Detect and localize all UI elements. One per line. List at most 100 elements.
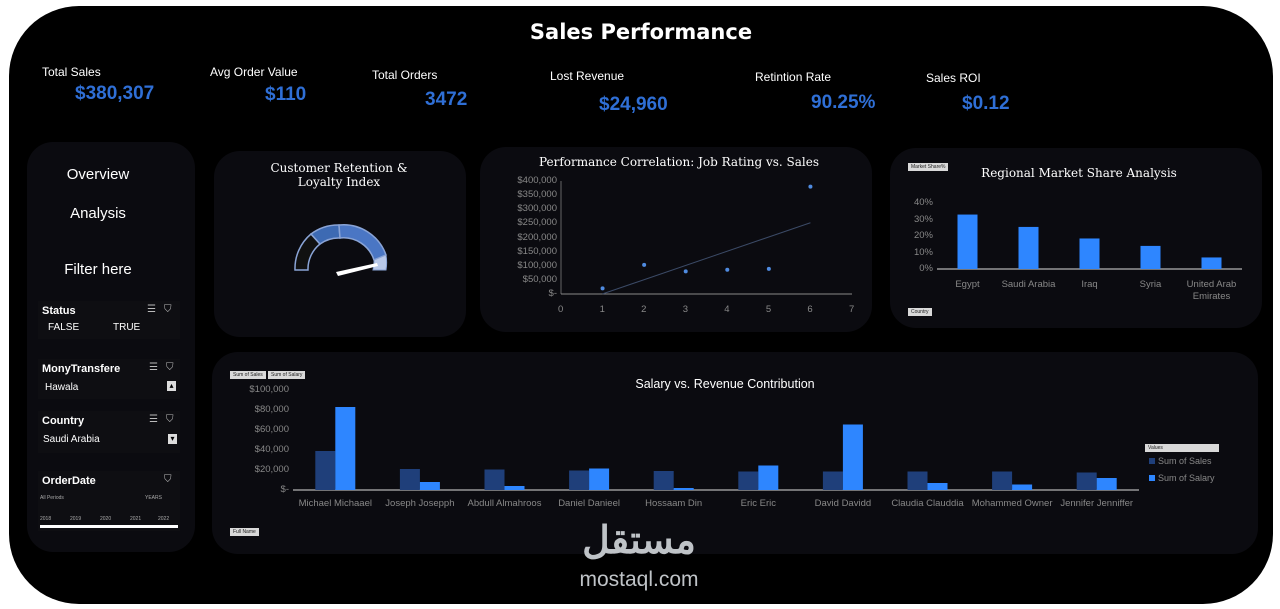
slicer-country: Country ☰ ⛉ Saudi Arabia ▾ — [38, 411, 180, 453]
clear-filter-icon[interactable]: ⛉ — [164, 474, 172, 485]
salary-bar-sales — [1076, 472, 1097, 490]
legend-values-tag[interactable]: Values — [1145, 444, 1219, 452]
watermark-arabic: مستقل — [582, 520, 696, 562]
timeline-bar[interactable] — [40, 525, 178, 528]
regional-y-tick: 30% — [913, 213, 933, 225]
regional-title: Regional Market Share Analysis — [981, 166, 1177, 180]
regional-y-tick: 20% — [913, 230, 933, 241]
timeline-unit-dropdown[interactable]: YEARS — [145, 495, 162, 501]
page-title: Sales Performance — [529, 20, 753, 44]
regional-bar — [1079, 238, 1100, 269]
slicer-country-title: Country — [42, 415, 85, 427]
legend-swatch-salary — [1149, 475, 1155, 481]
kpi-roi-label: Sales ROI — [926, 71, 981, 85]
field-tag-sum-salary[interactable]: Sum of Salary — [268, 371, 306, 379]
salary-bar-salary — [842, 424, 863, 490]
salary-x-tick: Abdull Almahroos — [467, 498, 542, 509]
slicer-money-transfer: MonyTransfere ☰ ⛉ Hawala ▴ — [38, 359, 180, 399]
regional-x-tick: Syria — [1139, 279, 1162, 290]
salary-bar-salary — [927, 483, 948, 490]
legend-salary-label: Sum of Salary — [1158, 473, 1215, 483]
salary-x-tick: Jennifer Jenniffer — [1060, 498, 1134, 509]
scatter-point — [766, 266, 771, 271]
scatter-y-tick: $100,000 — [517, 259, 557, 271]
clear-filter-icon[interactable]: ⛉ — [166, 362, 174, 373]
scatter-y-tick: $250,000 — [517, 217, 557, 229]
slicer-money-title: MonyTransfere — [42, 363, 121, 375]
gauge-panel — [214, 151, 466, 337]
scatter-x-tick: 4 — [724, 304, 730, 315]
salary-bar-sales — [399, 469, 420, 490]
gauge-title: Customer Retention & Loyalty Index — [270, 161, 408, 189]
timeline-year[interactable]: 2018 — [40, 516, 52, 522]
slicer-money-item[interactable]: Hawala — [45, 382, 79, 393]
field-tag-market-share[interactable]: Market Share% — [908, 163, 949, 171]
scatter-x-tick: 6 — [807, 304, 813, 315]
scatter-point — [642, 262, 647, 267]
slicer-status-false[interactable]: FALSE — [48, 322, 80, 333]
salary-bar-salary — [758, 465, 779, 490]
scatter-x-tick: 1 — [599, 304, 605, 315]
salary-y-tick: $80,000 — [254, 404, 289, 415]
scatter-y-tick: $- — [548, 288, 557, 299]
salary-y-tick: $60,000 — [254, 424, 289, 435]
scatter-y-tick: $400,000 — [517, 175, 557, 186]
regional-bar — [957, 214, 978, 269]
kpi-retention-value: 90.25% — [811, 92, 876, 113]
multi-select-icon[interactable]: ☰ — [149, 362, 158, 373]
timeline-period-label: All Periods — [40, 495, 64, 501]
salary-bar-chart — [293, 407, 1139, 491]
scatter-y-tick: $350,000 — [517, 189, 557, 201]
kpi-roi-value: $0.12 — [962, 93, 1010, 114]
scatter-point — [808, 184, 813, 189]
scroll-arrow-icon[interactable]: ▴ — [167, 381, 176, 391]
scroll-arrow-icon[interactable]: ▾ — [168, 434, 177, 444]
regional-x-tick: United Arab Emirates — [1186, 279, 1237, 302]
slicer-country-item[interactable]: Saudi Arabia — [43, 434, 100, 445]
multi-select-icon[interactable]: ☰ — [147, 304, 156, 315]
salary-x-tick: Eric Eric — [740, 498, 776, 509]
salary-y-tick: $20,000 — [254, 464, 289, 475]
slicer-status-true[interactable]: TRUE — [113, 322, 141, 333]
dashboard-frame: Sales Performance Total Sales $380,307 A… — [9, 6, 1273, 604]
scatter-y-tick: $50,000 — [522, 273, 557, 285]
timeline-year[interactable]: 2019 — [70, 516, 82, 522]
slicer-status-title: Status — [42, 305, 76, 317]
salary-x-tick: David Davidd — [814, 498, 872, 509]
regional-panel — [890, 148, 1262, 328]
multi-select-icon[interactable]: ☰ — [149, 414, 158, 425]
scatter-x-tick: 2 — [641, 304, 647, 315]
salary-y-tick: $100,000 — [249, 384, 289, 395]
salary-bar-sales — [738, 471, 759, 490]
timeline-year[interactable]: 2021 — [130, 516, 142, 522]
scatter-title: Performance Correlation: Job Rating vs. … — [538, 155, 820, 169]
salary-bar-salary — [673, 488, 694, 490]
field-tag-country[interactable]: Country — [908, 308, 932, 316]
scatter-point — [683, 269, 688, 274]
nav-overview-button[interactable]: Overview — [66, 166, 130, 183]
timeline-year[interactable]: 2022 — [158, 516, 170, 522]
field-tag-full-name[interactable]: Full Name — [230, 528, 259, 536]
scatter-y-tick: $150,000 — [517, 245, 557, 257]
kpi-lost-revenue-label: Lost Revenue — [550, 69, 625, 83]
salary-bar-sales — [992, 471, 1013, 490]
salary-x-tick: Joseph Josepph — [385, 498, 455, 509]
scatter-point — [725, 267, 730, 272]
clear-filter-icon[interactable]: ⛉ — [164, 304, 172, 315]
kpi-avg-order-value: $110 — [265, 84, 307, 105]
legend-sales-label: Sum of Sales — [1158, 456, 1212, 466]
salary-bar-sales — [822, 471, 843, 490]
salary-bar-sales — [569, 470, 590, 490]
salary-x-tick: Hossaam Din — [645, 498, 703, 509]
kpi-lost-revenue-value: $24,960 — [599, 94, 668, 115]
kpi-total-sales-value: $380,307 — [75, 83, 155, 104]
salary-x-tick: Michael Michaael — [298, 498, 372, 509]
salary-bar-salary — [419, 482, 440, 490]
timeline-year[interactable]: 2020 — [100, 516, 112, 522]
scatter-y-tick: $200,000 — [517, 231, 557, 243]
nav-analysis-button[interactable]: Analysis — [70, 205, 126, 222]
field-tag-sum-sales[interactable]: Sum of Sales — [230, 371, 266, 379]
scatter-panel — [480, 147, 872, 332]
salary-bar-sales — [315, 451, 336, 490]
clear-filter-icon[interactable]: ⛉ — [166, 414, 174, 425]
